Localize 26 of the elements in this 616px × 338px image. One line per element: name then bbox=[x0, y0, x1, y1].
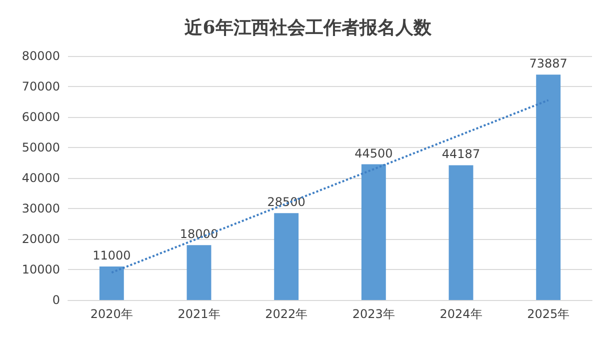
bar bbox=[186, 245, 212, 300]
chart-title: 近6年江西社会工作者报名人数 bbox=[184, 18, 432, 38]
data-label: 44500 bbox=[354, 146, 393, 160]
x-tick-label: 2021年 bbox=[178, 307, 220, 321]
y-tick-label: 70000 bbox=[22, 80, 60, 94]
x-tick-label: 2023年 bbox=[352, 307, 395, 321]
bar bbox=[536, 74, 561, 300]
y-tick-label: 30000 bbox=[22, 202, 60, 216]
x-tick-label: 2020年 bbox=[90, 307, 133, 321]
data-label: 11000 bbox=[92, 248, 131, 262]
y-tick-label: 40000 bbox=[22, 171, 60, 185]
y-tick-label: 60000 bbox=[22, 110, 60, 124]
x-tick-label: 2022年 bbox=[265, 307, 308, 321]
y-tick-label: 50000 bbox=[22, 140, 60, 154]
x-tick-label: 2024年 bbox=[440, 307, 482, 321]
y-tick-label: 20000 bbox=[22, 232, 60, 246]
y-tick-label: 0 bbox=[52, 293, 60, 307]
bar bbox=[274, 213, 299, 300]
data-label: 73887 bbox=[529, 56, 568, 71]
x-tick-label: 2025年 bbox=[527, 307, 570, 321]
bar bbox=[361, 164, 386, 300]
bar bbox=[99, 266, 124, 300]
y-tick-label: 80000 bbox=[22, 49, 60, 63]
y-tick-label: 10000 bbox=[22, 262, 60, 276]
data-label: 44187 bbox=[442, 147, 480, 162]
bar bbox=[448, 165, 474, 300]
